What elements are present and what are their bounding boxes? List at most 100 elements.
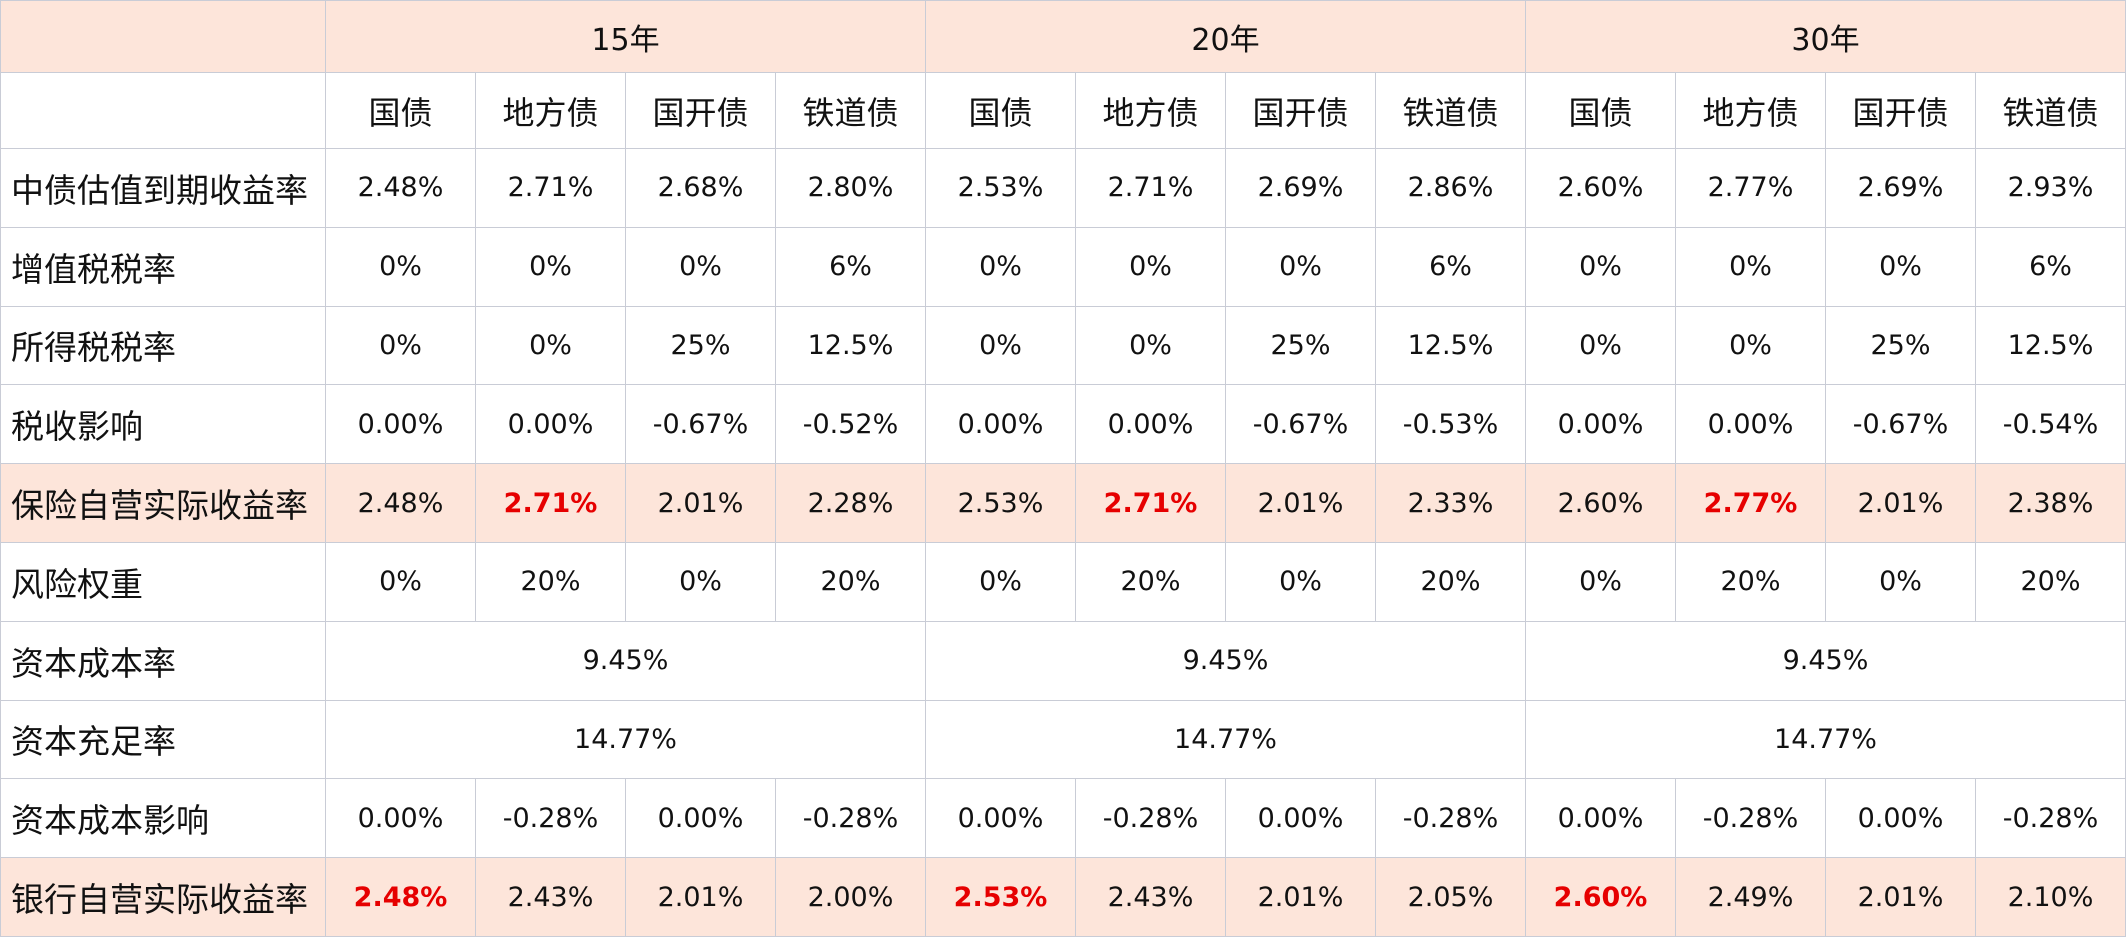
- column-header: 国债: [1525, 72, 1676, 149]
- value-cell: 2.38%: [1975, 463, 2126, 543]
- column-header: 国债: [325, 72, 476, 149]
- value-cell: 2.68%: [625, 147, 776, 228]
- value-cell: 20%: [1375, 541, 1526, 622]
- value-cell: 2.77%: [1675, 463, 1826, 543]
- value-cell: 14.77%: [325, 699, 926, 780]
- group-header: 30年: [1525, 0, 2126, 74]
- value-cell: 14.77%: [925, 699, 1526, 780]
- value-cell: -0.28%: [775, 778, 926, 859]
- value-cell: -0.28%: [1375, 778, 1526, 859]
- data-row: 资本成本率 9.45% 9.45% 9.45%: [0, 620, 2126, 701]
- value-cell: 2.69%: [1825, 147, 1976, 228]
- row-label: 资本成本影响: [0, 778, 326, 859]
- data-row: 银行自营实际收益率 2.48% 2.43% 2.01% 2.00% 2.53% 2.43% 2…: [0, 857, 2126, 937]
- value-cell: 6%: [1375, 226, 1526, 307]
- value-cell: 2.60%: [1525, 147, 1676, 228]
- data-row: 税收影响 0.00% 0.00% -0.67% -0.52% 0.00% 0.00% -0.6…: [0, 384, 2126, 465]
- row-label: 风险权重: [0, 541, 326, 622]
- value-cell: 0%: [475, 305, 626, 386]
- value-cell: 2.86%: [1375, 147, 1526, 228]
- value-cell: 2.93%: [1975, 147, 2126, 228]
- value-cell: 2.01%: [1225, 857, 1376, 937]
- value-cell: 0%: [1825, 541, 1976, 622]
- column-header-row: 国债 地方债 国开债 铁道债 国债 地方债 国开债 铁道债 国债 地方债 国开债 铁道债: [0, 72, 2126, 149]
- value-cell: 2.05%: [1375, 857, 1526, 937]
- value-cell: -0.54%: [1975, 384, 2126, 465]
- value-cell: 0%: [1675, 305, 1826, 386]
- row-label: 所得税税率: [0, 305, 326, 386]
- column-header: 国开债: [1825, 72, 1976, 149]
- data-row: 中债估值到期收益率 2.48% 2.71% 2.68% 2.80% 2.53% 2.71% 2…: [0, 147, 2126, 228]
- value-cell: 2.71%: [1075, 463, 1226, 543]
- value-cell: 20%: [1675, 541, 1826, 622]
- column-header: 国开债: [1225, 72, 1376, 149]
- value-cell: 2.49%: [1675, 857, 1826, 937]
- value-cell: 2.43%: [1075, 857, 1226, 937]
- value-cell: 2.01%: [1825, 463, 1976, 543]
- value-cell: 25%: [625, 305, 776, 386]
- value-cell: 2.10%: [1975, 857, 2126, 937]
- row-label: 中债估值到期收益率: [0, 147, 326, 228]
- value-cell: -0.28%: [475, 778, 626, 859]
- value-cell: 0.00%: [925, 384, 1076, 465]
- value-cell: 0.00%: [1525, 778, 1676, 859]
- value-cell: 2.01%: [625, 857, 776, 937]
- value-cell: 0%: [1525, 305, 1676, 386]
- value-cell: 0%: [475, 226, 626, 307]
- value-cell: 0%: [325, 541, 476, 622]
- value-cell: -0.67%: [625, 384, 776, 465]
- data-row: 所得税税率 0% 0% 25% 12.5% 0% 0% 25% 12.5% 0% 0% 25% 12.5…: [0, 305, 2126, 386]
- value-cell: 0.00%: [1675, 384, 1826, 465]
- row-label: 资本充足率: [0, 699, 326, 780]
- value-cell: 0%: [1825, 226, 1976, 307]
- value-cell: 2.48%: [325, 857, 476, 937]
- column-header: 国债: [925, 72, 1076, 149]
- row-label: 资本成本率: [0, 620, 326, 701]
- value-cell: 0%: [1525, 541, 1676, 622]
- value-cell: 2.33%: [1375, 463, 1526, 543]
- row-label: 税收影响: [0, 384, 326, 465]
- value-cell: 25%: [1225, 305, 1376, 386]
- value-cell: 0.00%: [325, 778, 476, 859]
- value-cell: 2.60%: [1525, 857, 1676, 937]
- value-cell: 2.77%: [1675, 147, 1826, 228]
- value-cell: 20%: [775, 541, 926, 622]
- data-row: 保险自营实际收益率 2.48% 2.71% 2.01% 2.28% 2.53% 2.71% 2…: [0, 463, 2126, 543]
- value-cell: 20%: [1075, 541, 1226, 622]
- value-cell: 2.53%: [925, 857, 1076, 937]
- value-cell: 0%: [625, 226, 776, 307]
- value-cell: 0%: [1225, 226, 1376, 307]
- value-cell: 0%: [925, 226, 1076, 307]
- value-cell: 25%: [1825, 305, 1976, 386]
- group-header-row: 15年 20年 30年: [0, 0, 2126, 74]
- value-cell: 2.48%: [325, 463, 476, 543]
- value-cell: 2.00%: [775, 857, 926, 937]
- value-cell: 0%: [625, 541, 776, 622]
- row-label: 保险自营实际收益率: [0, 463, 326, 543]
- value-cell: 0.00%: [1525, 384, 1676, 465]
- value-cell: 0.00%: [475, 384, 626, 465]
- group-header: 20年: [925, 0, 1526, 74]
- value-cell: 12.5%: [1975, 305, 2126, 386]
- data-row: 资本成本影响 0.00% -0.28% 0.00% -0.28% 0.00% -0.28% 0…: [0, 778, 2126, 859]
- value-cell: 14.77%: [1525, 699, 2126, 780]
- data-row: 风险权重 0% 20% 0% 20% 0% 20% 0% 20% 0% 20% 0% 20%: [0, 541, 2126, 622]
- value-cell: 20%: [1975, 541, 2126, 622]
- value-cell: 2.28%: [775, 463, 926, 543]
- value-cell: 0%: [325, 305, 476, 386]
- value-cell: -0.28%: [1675, 778, 1826, 859]
- value-cell: -0.67%: [1225, 384, 1376, 465]
- value-cell: 2.71%: [1075, 147, 1226, 228]
- value-cell: 0%: [325, 226, 476, 307]
- value-cell: 2.60%: [1525, 463, 1676, 543]
- column-header: 铁道债: [1375, 72, 1526, 149]
- row-label: 增值税税率: [0, 226, 326, 307]
- value-cell: 2.69%: [1225, 147, 1376, 228]
- value-cell: -0.67%: [1825, 384, 1976, 465]
- value-cell: 20%: [475, 541, 626, 622]
- value-cell: 0%: [1075, 226, 1226, 307]
- data-row: 资本充足率 14.77% 14.77% 14.77%: [0, 699, 2126, 780]
- value-cell: 2.01%: [625, 463, 776, 543]
- value-cell: 0.00%: [325, 384, 476, 465]
- value-cell: 9.45%: [925, 620, 1526, 701]
